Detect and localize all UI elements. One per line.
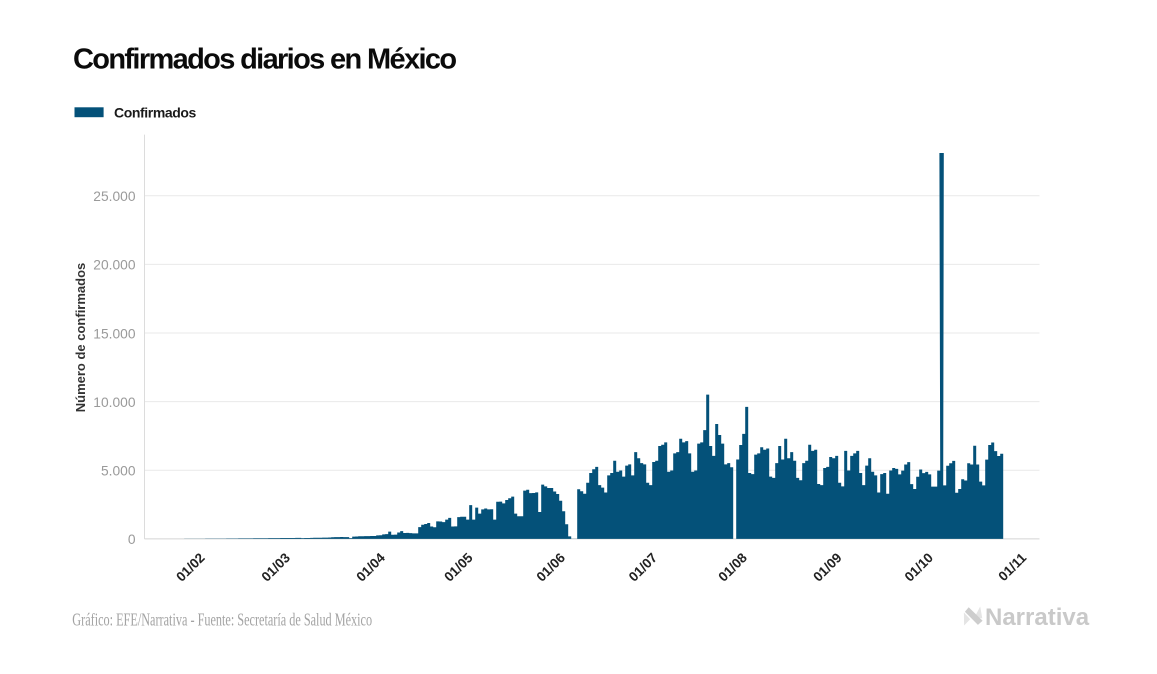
svg-text:25.000: 25.000	[93, 189, 136, 204]
svg-text:Gráfico: EFE/Narrativa - Fuent: Gráfico: EFE/Narrativa - Fuente: Secreta…	[72, 610, 372, 630]
svg-text:20.000: 20.000	[93, 258, 136, 273]
svg-text:Número de confirmados: Número de confirmados	[73, 263, 88, 413]
svg-text:Confirmados diarios en México: Confirmados diarios en México	[73, 43, 456, 75]
svg-text:0: 0	[128, 532, 136, 547]
svg-text:10.000: 10.000	[93, 395, 136, 410]
svg-text:Confirmados: Confirmados	[114, 104, 197, 120]
svg-text:15.000: 15.000	[93, 326, 136, 341]
svg-text:Narrativa: Narrativa	[985, 604, 1090, 631]
svg-text:5.000: 5.000	[101, 464, 136, 479]
